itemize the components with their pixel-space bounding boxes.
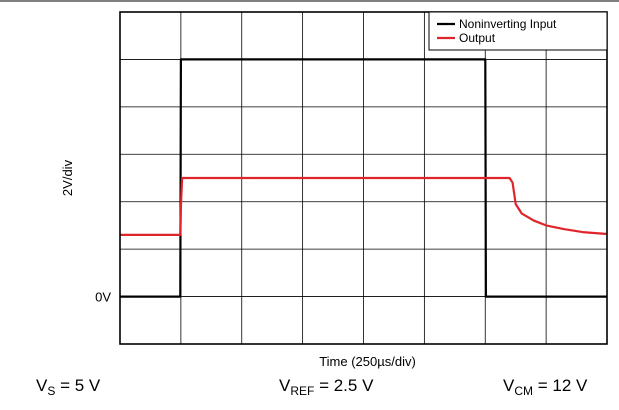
legend-label: Noninverting Input [459, 17, 557, 31]
legend-box [428, 11, 608, 51]
y-axis-label: 2V/div [60, 159, 75, 196]
series-line-output [120, 176, 608, 236]
common-mode-voltage-condition: VCM = 12 V [503, 376, 588, 398]
reference-voltage-condition: VREF = 2.5 V [279, 376, 374, 398]
zero-level-label: 0V [95, 290, 111, 305]
legend-label: Output [459, 31, 496, 45]
supply-voltage-condition: VS = 5 V [36, 376, 101, 398]
plot-frame [119, 11, 608, 345]
plot-traces [120, 58, 608, 298]
x-axis-label: Time (250µs/div) [319, 354, 416, 369]
series-line-noninverting-input [120, 58, 607, 298]
